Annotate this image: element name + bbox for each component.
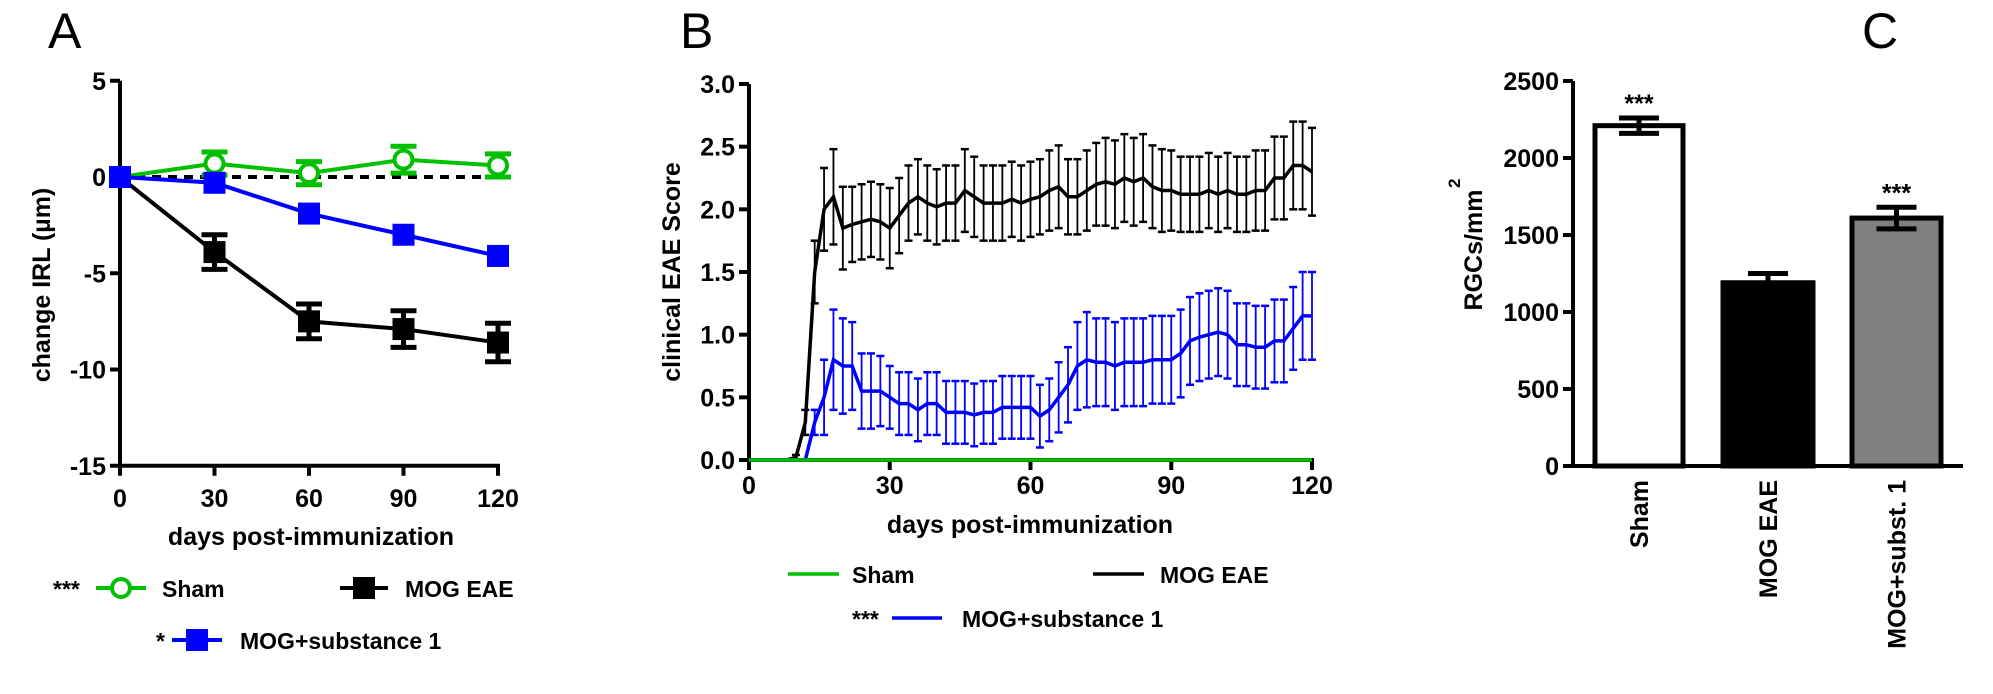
y-tick-label: 2.5 xyxy=(700,134,735,162)
bar xyxy=(1720,280,1816,469)
x-tick-label: 0 xyxy=(113,485,127,513)
data-point xyxy=(487,244,509,267)
x-tick-label: 90 xyxy=(1157,472,1185,500)
significance-marker: *** xyxy=(53,576,80,602)
y-tick-label: 1.0 xyxy=(700,322,735,350)
x-tick-label: MOG+subst. 1 xyxy=(1884,480,1912,649)
y-tick-label: -15 xyxy=(70,453,106,481)
y-axis-title: RGCs/mm xyxy=(1460,190,1488,311)
x-tick-label: 0 xyxy=(742,472,756,500)
legend-label: Sham xyxy=(162,576,225,602)
y-tick-label: 1000 xyxy=(1503,299,1559,327)
y-tick-label: 2.0 xyxy=(700,196,735,224)
y-tick-label: 2000 xyxy=(1503,145,1559,173)
series-line xyxy=(749,163,1313,462)
series-line xyxy=(749,314,1312,462)
y-tick-label: 1.5 xyxy=(700,259,735,287)
x-tick-label: 120 xyxy=(1291,472,1333,500)
legend-label: MOG EAE xyxy=(1160,562,1269,588)
y-tick-label: 0 xyxy=(1545,453,1559,481)
y-axis-title: change IRL (µm) xyxy=(28,188,56,383)
y-tick-label: 0.5 xyxy=(700,384,735,412)
significance-marker: * xyxy=(156,628,165,654)
y-axis-title-superscript: 2 xyxy=(1445,179,1464,188)
significance-marker: *** xyxy=(1624,90,1653,118)
panel-label-c: C xyxy=(1862,3,1898,59)
bar xyxy=(1592,123,1686,469)
y-tick-label: 500 xyxy=(1517,376,1559,404)
y-tick-label: 5 xyxy=(92,68,106,96)
data-point xyxy=(203,241,226,264)
y-tick-label: -10 xyxy=(70,357,106,385)
legend-marker xyxy=(353,577,375,599)
panel-label-b: B xyxy=(680,3,713,59)
significance-marker: *** xyxy=(852,606,879,632)
data-point xyxy=(203,171,226,194)
legend-label: MOG+substance 1 xyxy=(962,606,1164,632)
x-tick-label: 60 xyxy=(295,485,323,513)
legend-label: MOG+substance 1 xyxy=(240,628,442,654)
x-tick-label: 60 xyxy=(1017,472,1045,500)
x-tick-label: 120 xyxy=(477,485,519,513)
data-point xyxy=(298,310,320,333)
data-point xyxy=(392,148,415,171)
x-tick-label: 30 xyxy=(876,472,904,500)
x-tick-label: MOG EAE xyxy=(1755,480,1783,598)
y-axis-title: clinical EAE Score xyxy=(658,162,686,382)
data-point xyxy=(392,223,415,246)
data-point xyxy=(487,154,509,177)
x-tick-label: 30 xyxy=(201,485,229,513)
y-tick-label: 2500 xyxy=(1503,68,1559,96)
y-tick-label: 3.0 xyxy=(700,71,735,99)
legend-label: MOG EAE xyxy=(405,576,514,602)
data-point xyxy=(392,318,415,341)
data-point xyxy=(298,162,320,185)
data-point xyxy=(109,166,131,188)
x-axis-title: days post-immunization xyxy=(887,511,1173,539)
data-point xyxy=(298,202,320,225)
y-tick-label: -5 xyxy=(84,260,106,288)
significance-marker: *** xyxy=(1882,179,1911,207)
data-point xyxy=(487,331,509,354)
y-tick-label: 1500 xyxy=(1503,222,1559,250)
legend-marker xyxy=(186,629,208,651)
panel-label-a: A xyxy=(48,3,82,59)
y-tick-label: 0.0 xyxy=(700,447,735,475)
bar xyxy=(1849,215,1944,469)
legend-marker xyxy=(110,577,132,599)
data-point xyxy=(203,152,226,175)
x-tick-label: Sham xyxy=(1626,480,1654,548)
x-tick-label: 90 xyxy=(390,485,418,513)
x-axis-title: days post-immunization xyxy=(168,523,454,551)
y-tick-label: 0 xyxy=(92,164,106,192)
legend-label: Sham xyxy=(852,562,915,588)
